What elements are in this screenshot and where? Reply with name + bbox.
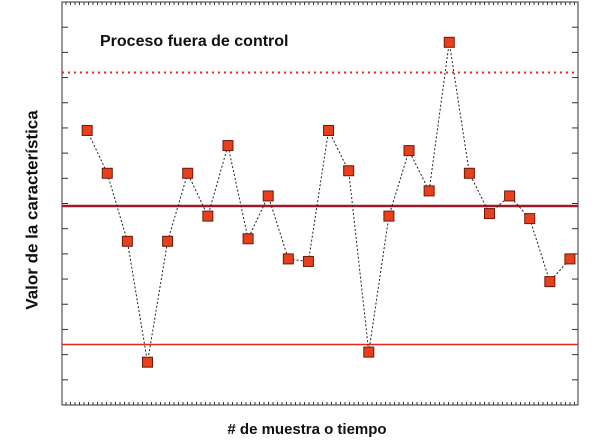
data-point <box>182 167 194 179</box>
data-point <box>443 36 455 48</box>
data-point <box>363 346 375 358</box>
data-point <box>121 235 133 247</box>
data-point <box>242 233 254 245</box>
x-axis-label: # de muestra o tiempo <box>227 421 386 438</box>
data-point <box>544 276 556 288</box>
data-point <box>101 167 113 179</box>
data-point <box>222 140 234 152</box>
data-point <box>564 253 576 265</box>
data-point <box>504 190 516 202</box>
data-point <box>423 185 435 197</box>
data-point <box>81 124 93 136</box>
data-point <box>141 356 153 368</box>
data-point <box>383 210 395 222</box>
data-point <box>323 124 335 136</box>
annotation: Proceso fuera de control <box>100 33 289 50</box>
data-point <box>302 255 314 267</box>
data-point <box>282 253 294 265</box>
series-line <box>86 42 571 363</box>
data-point <box>483 208 495 220</box>
data-point <box>162 235 174 247</box>
data-point <box>262 190 274 202</box>
y-axis-label: Valor de la característica <box>22 110 41 310</box>
data-point <box>524 213 536 225</box>
data-point <box>202 210 214 222</box>
data-point <box>403 145 415 157</box>
data-point <box>343 165 355 177</box>
data-point <box>463 167 475 179</box>
